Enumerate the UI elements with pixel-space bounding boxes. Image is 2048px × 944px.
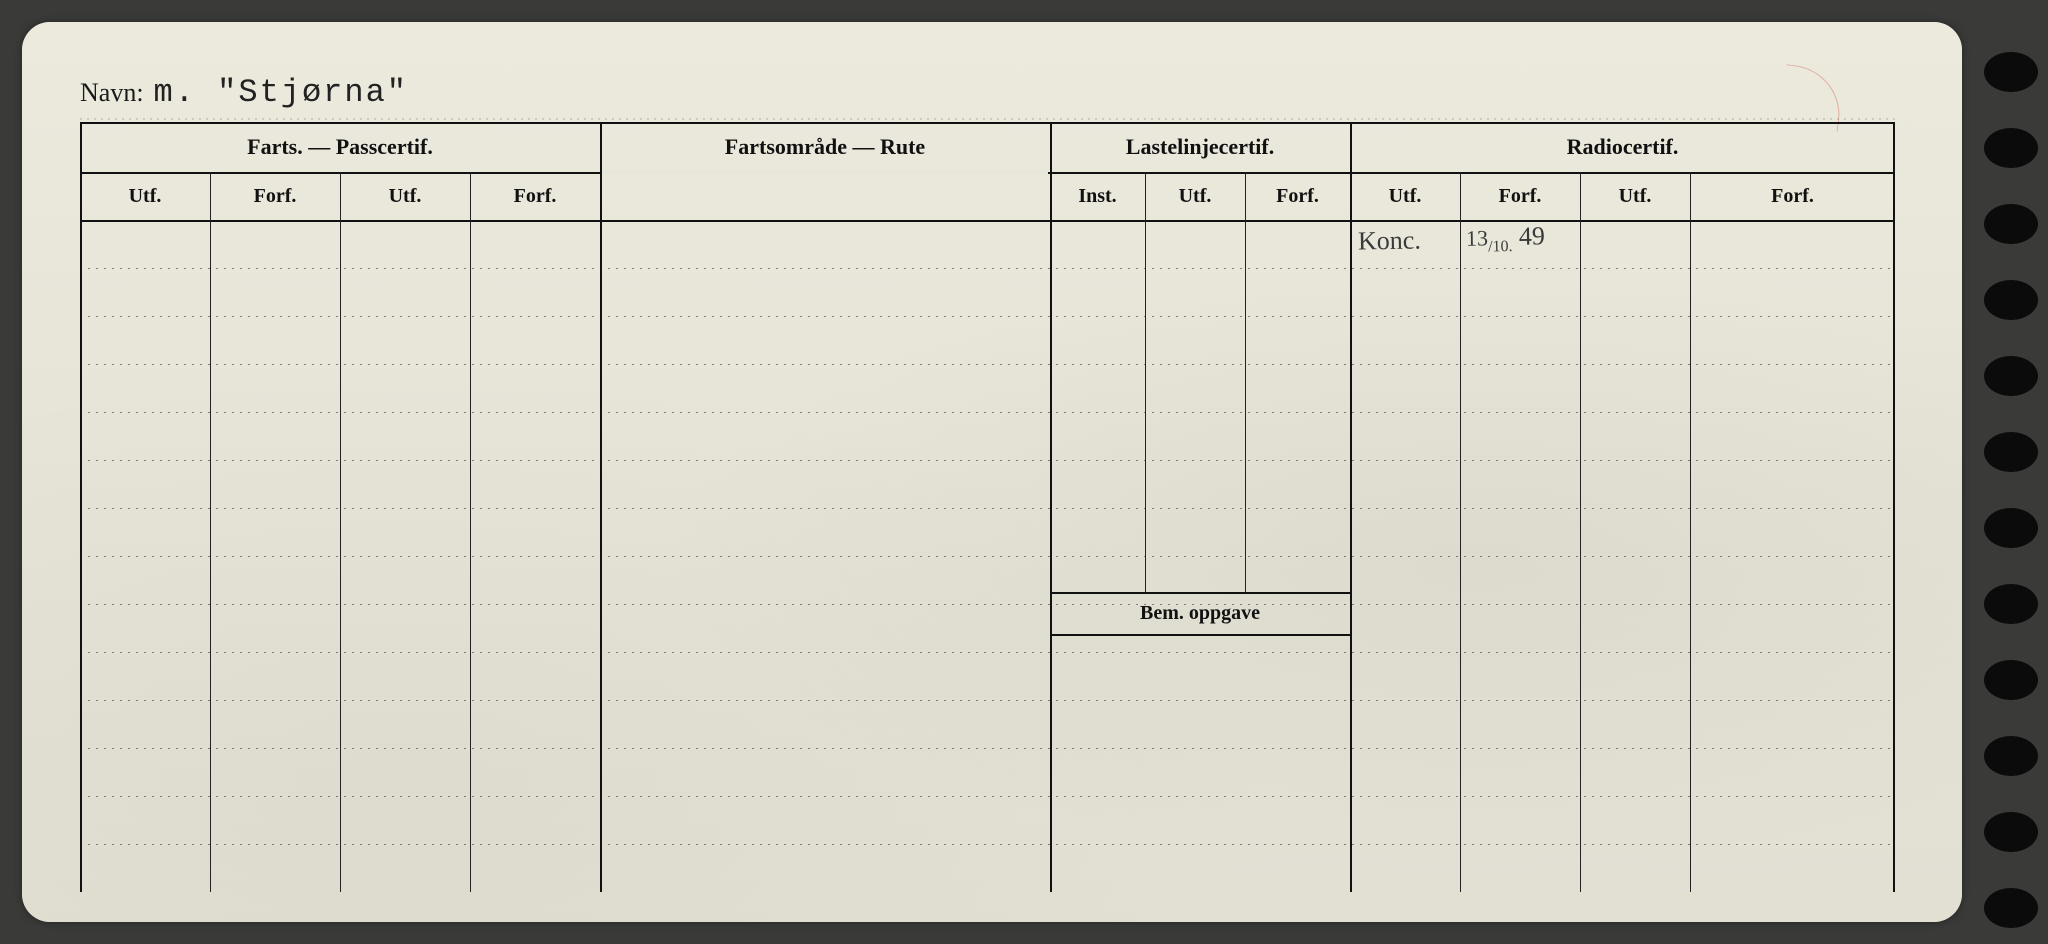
hole: [1984, 508, 2038, 548]
sub-r-utf1: Utf.: [1350, 172, 1460, 220]
mask-fr-subline: [602, 171, 1048, 174]
hline-bem-bottom: [1050, 634, 1350, 636]
binder-holes: [1962, 0, 2048, 944]
index-card: Navn: m. "Stjørna" Farts. — Passcertif. …: [22, 22, 1962, 922]
dotted-row: [80, 508, 1895, 509]
navn-value: m. "Stjørna": [154, 74, 408, 113]
vline-fr-ll: [1050, 122, 1052, 892]
hole: [1984, 584, 2038, 624]
vline-fp-fr: [600, 122, 602, 892]
hole: [1984, 888, 2038, 928]
hole: [1984, 432, 2038, 472]
vline-r-1: [1460, 172, 1461, 892]
hole: [1984, 128, 2038, 168]
dotted-row: [80, 604, 1895, 605]
hole: [1984, 52, 2038, 92]
hole: [1984, 356, 2038, 396]
navn-dotted-rule: [80, 118, 1895, 120]
sub-fp-utf1: Utf.: [80, 172, 210, 220]
dotted-row: [80, 556, 1895, 557]
hole: [1984, 280, 2038, 320]
dotted-row: [80, 796, 1895, 797]
group-lastelinje: Lastelinjecertif.: [1050, 122, 1350, 172]
vline-left: [80, 122, 82, 892]
hline-sub-bottom: [80, 220, 1895, 222]
hole: [1984, 736, 2038, 776]
form-grid: Farts. — Passcertif. Fartsområde — Rute …: [80, 122, 1895, 892]
sub-r-forf1: Forf.: [1460, 172, 1580, 220]
dotted-row: [80, 268, 1895, 269]
vline-fp-2: [340, 172, 341, 892]
vline-ll-1: [1145, 172, 1146, 592]
sub-fp-utf2: Utf.: [340, 172, 470, 220]
dotted-row: [80, 316, 1895, 317]
entry-radio-forf1-text: 13/10. 49: [1466, 221, 1545, 251]
hole: [1984, 660, 2038, 700]
dotted-row: [80, 748, 1895, 749]
sub-fp-forf1: Forf.: [210, 172, 340, 220]
dotted-row: [80, 412, 1895, 413]
group-radio: Radiocertif.: [1350, 122, 1895, 172]
entry-radio-forf1: 13/10. 49: [1466, 221, 1546, 257]
sub-r-forf2: Forf.: [1690, 172, 1895, 220]
vline-ll-2: [1245, 172, 1246, 592]
group-farts-pass: Farts. — Passcertif.: [80, 122, 600, 172]
vline-right: [1893, 122, 1895, 892]
vline-fp-3: [470, 172, 471, 892]
hole: [1984, 204, 2038, 244]
navn-label: Navn:: [80, 78, 144, 108]
sub-r-utf2: Utf.: [1580, 172, 1690, 220]
hole: [1984, 812, 2038, 852]
group-fartsomrade: Fartsområde — Rute: [600, 122, 1050, 172]
dotted-row: [80, 652, 1895, 653]
sub-fp-forf2: Forf.: [470, 172, 600, 220]
dotted-row: [80, 844, 1895, 845]
navn-row: Navn: m. "Stjørna": [80, 74, 1890, 120]
vline-ll-r: [1350, 122, 1352, 892]
sub-ll-inst: Inst.: [1050, 172, 1145, 220]
dotted-row: [80, 364, 1895, 365]
dotted-row: [80, 700, 1895, 701]
bem-oppgave-label: Bem. oppgave: [1050, 592, 1350, 634]
vline-r-3: [1690, 172, 1691, 892]
dotted-row: [80, 460, 1895, 461]
vline-fp-1: [210, 172, 211, 892]
entry-radio-utf1: Konc.: [1358, 225, 1421, 256]
vline-r-2: [1580, 172, 1581, 892]
sub-ll-utf: Utf.: [1145, 172, 1245, 220]
sub-ll-forf: Forf.: [1245, 172, 1350, 220]
